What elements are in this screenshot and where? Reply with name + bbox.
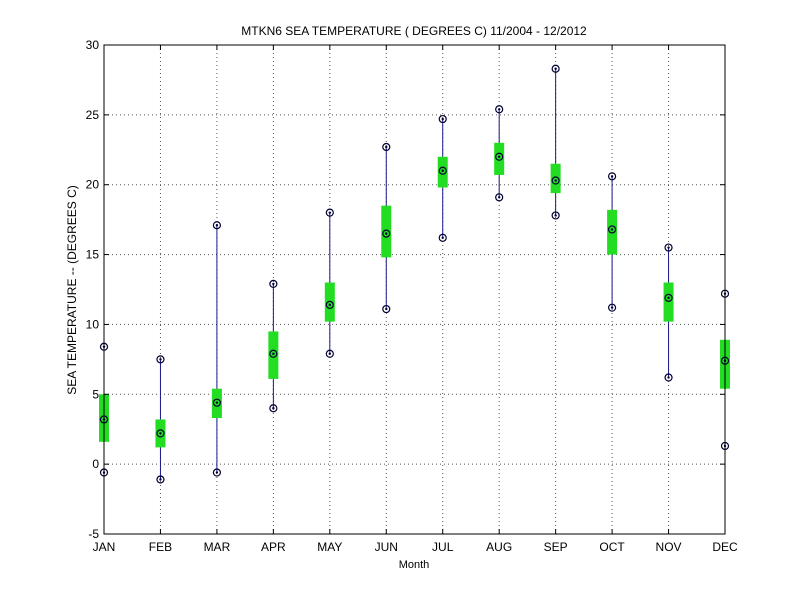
- max-marker-feb: [156, 355, 165, 364]
- x-tick-label-may: MAY: [317, 540, 342, 554]
- plot-frame: [103, 44, 726, 535]
- max-marker-dot-jul: [441, 117, 444, 121]
- y-tick-label: 30: [86, 38, 100, 52]
- median-marker-dot-mar: [215, 401, 219, 404]
- min-marker-mar: [212, 468, 222, 477]
- median-marker-dot-oct: [610, 228, 614, 231]
- min-marker-dot-oct: [610, 306, 614, 309]
- max-marker-dot-may: [328, 211, 332, 214]
- x-tick-labels: JAN FEB MAR APR MAY JUN JUL AUG SEP OCT NOV DEC: [93, 540, 738, 554]
- plot-area: [104, 45, 725, 534]
- min-marker-dot-sep: [554, 214, 557, 217]
- iqr-box-oct: [607, 209, 618, 255]
- iqr-box-jun: [381, 205, 392, 258]
- x-tick-label-feb: FEB: [149, 540, 172, 554]
- min-marker-dot-mar: [215, 471, 219, 474]
- min-marker-apr: [269, 404, 278, 413]
- max-marker-dot-jun: [385, 145, 388, 149]
- min-marker-dot-apr: [272, 407, 275, 410]
- iqr-box-nov: [663, 282, 674, 322]
- x-tick-label-jul: JUL: [432, 540, 454, 554]
- median-marker-dot-may: [328, 303, 332, 307]
- y-tick-label: -5: [88, 527, 99, 541]
- median-marker-dot-apr: [272, 352, 275, 355]
- max-marker-jul: [438, 114, 447, 124]
- iqr-box-sep: [550, 163, 561, 194]
- y-tick-label: 5: [92, 387, 99, 401]
- iqr-box-aug: [494, 142, 505, 175]
- max-marker-dot-oct: [610, 175, 614, 178]
- median-marker-may: [325, 300, 334, 309]
- median-marker-dot-nov: [667, 296, 670, 300]
- iqr-box-may: [324, 282, 335, 322]
- max-marker-dot-nov: [667, 246, 670, 249]
- x-axis-label: Month: [399, 559, 430, 571]
- min-marker-dot-nov: [667, 376, 670, 379]
- min-marker-dot-feb: [159, 478, 162, 481]
- min-marker-jun: [382, 304, 391, 314]
- median-marker-aug: [495, 152, 504, 161]
- min-marker-feb: [156, 475, 165, 484]
- max-marker-oct: [607, 172, 617, 181]
- x-tick-label-sep: SEP: [544, 540, 568, 554]
- min-marker-dot-jun: [385, 307, 388, 311]
- max-marker-jun: [382, 142, 391, 152]
- max-marker-dot-aug: [497, 108, 501, 111]
- x-tick-label-nov: NOV: [656, 540, 682, 554]
- median-marker-apr: [269, 349, 278, 358]
- max-marker-nov: [664, 243, 673, 252]
- x-tick-label-aug: AUG: [486, 540, 512, 554]
- max-marker-may: [325, 208, 334, 217]
- y-tick-label: 20: [86, 178, 100, 192]
- x-tick-label-oct: OCT: [599, 540, 625, 554]
- median-marker-mar: [212, 398, 222, 407]
- x-tick-label-jan: JAN: [93, 540, 116, 554]
- median-marker-dot-jul: [441, 169, 444, 172]
- min-marker-dot-jul: [441, 236, 444, 240]
- markers: [99, 64, 730, 484]
- axis-ticks: [103, 44, 726, 535]
- max-marker-aug: [495, 105, 504, 114]
- median-marker-oct: [607, 225, 617, 234]
- min-marker-sep: [551, 211, 560, 220]
- max-marker-dot-apr: [272, 282, 275, 286]
- y-axis-label: SEA TEMPERATURE -- (DEGREES C): [65, 185, 79, 395]
- max-marker-dot-feb: [159, 358, 162, 361]
- max-marker-mar: [212, 221, 222, 230]
- x-tick-label-dec: DEC: [712, 540, 738, 554]
- x-tick-label-apr: APR: [261, 540, 286, 554]
- median-marker-dot-aug: [497, 155, 501, 158]
- median-marker-feb: [156, 429, 165, 438]
- median-marker-nov: [664, 293, 673, 302]
- y-tick-label: 15: [86, 248, 100, 262]
- max-marker-dot-sep: [554, 67, 557, 70]
- min-marker-oct: [607, 303, 617, 312]
- y-tick-label: 10: [86, 317, 100, 331]
- median-marker-dot-feb: [159, 432, 162, 435]
- median-marker-jul: [438, 166, 447, 175]
- y-tick-label: 25: [86, 108, 100, 122]
- y-tick-labels: -5 0 5 10 15 20 25 30: [86, 38, 100, 541]
- max-marker-sep: [551, 64, 560, 73]
- chart-title: MTKN6 SEA TEMPERATURE ( DEGREES C) 11/20…: [241, 24, 587, 38]
- median-marker-sep: [551, 176, 560, 185]
- min-marker-may: [325, 349, 334, 358]
- min-marker-jul: [438, 233, 447, 242]
- x-tick-label-jun: JUN: [375, 540, 398, 554]
- iqr-box-apr: [268, 331, 279, 379]
- max-marker-apr: [269, 279, 278, 289]
- iqr-box-jul: [437, 156, 448, 188]
- median-marker-dot-sep: [554, 179, 557, 182]
- median-marker-dot-jun: [385, 232, 388, 235]
- min-marker-nov: [664, 373, 673, 382]
- min-marker-dot-aug: [497, 196, 501, 199]
- x-tick-label-mar: MAR: [204, 540, 231, 554]
- max-marker-dot-mar: [215, 224, 219, 227]
- median-marker-jun: [382, 229, 391, 238]
- min-marker-aug: [495, 193, 504, 202]
- min-marker-dot-may: [328, 352, 332, 355]
- y-tick-label: 0: [92, 457, 99, 471]
